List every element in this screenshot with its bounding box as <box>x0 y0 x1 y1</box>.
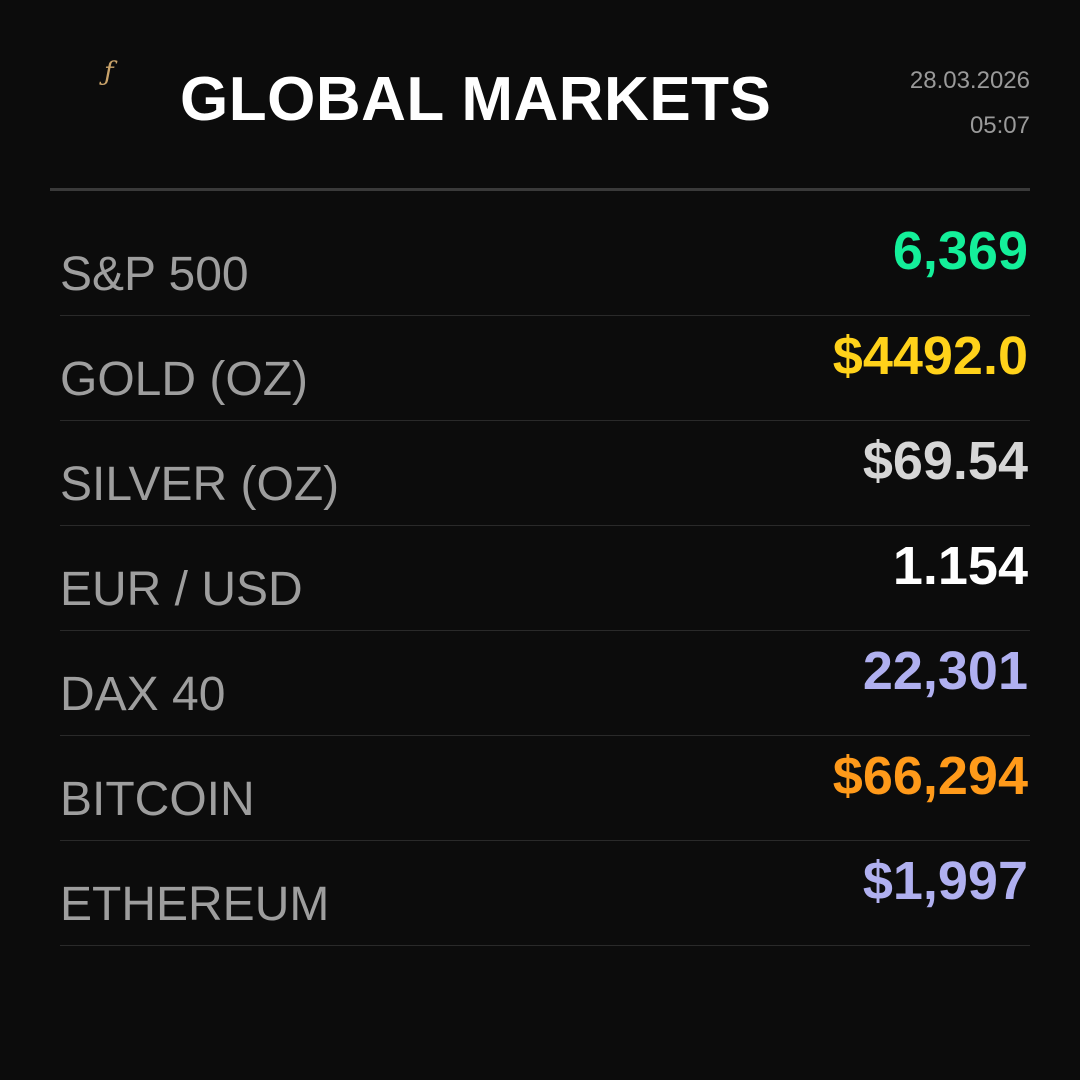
market-label: ETHEREUM <box>60 878 330 931</box>
market-row-gold: GOLD (OZ) $4492.0 <box>60 316 1030 421</box>
market-value: 6,369 <box>892 221 1028 281</box>
market-row-bitcoin: BITCOIN $66,294 <box>60 736 1030 841</box>
market-label: DAX 40 <box>60 668 226 721</box>
market-row-silver: SILVER (OZ) $69.54 <box>60 421 1030 526</box>
datetime-stamp: 28.03.2026 05:07 <box>910 58 1030 148</box>
market-label: EUR / USD <box>60 563 303 616</box>
brand-logo-icon: ƒ <box>104 57 114 87</box>
market-value: $69.54 <box>862 431 1028 491</box>
market-value: $4492.0 <box>832 326 1028 386</box>
markets-list: S&P 500 6,369 GOLD (OZ) $4492.0 SILVER (… <box>60 211 1030 946</box>
market-value: $66,294 <box>832 746 1028 806</box>
market-value: 22,301 <box>862 641 1028 701</box>
page-title: GLOBAL MARKETS <box>180 65 772 134</box>
market-value: $1,997 <box>862 851 1028 911</box>
market-row-ethereum: ETHEREUM $1,997 <box>60 841 1030 946</box>
date-text: 28.03.2026 <box>909 67 1030 94</box>
header-divider <box>50 188 1030 191</box>
market-label: GOLD (OZ) <box>60 353 308 406</box>
market-row-dax40: DAX 40 22,301 <box>60 631 1030 736</box>
time-text: 05:07 <box>969 112 1030 139</box>
market-row-eurusd: EUR / USD 1.154 <box>60 526 1030 631</box>
market-label: S&P 500 <box>60 248 249 301</box>
market-label: SILVER (OZ) <box>60 458 340 511</box>
market-row-sp500: S&P 500 6,369 <box>60 211 1030 316</box>
market-label: BITCOIN <box>60 773 255 826</box>
market-value: 1.154 <box>892 536 1028 596</box>
